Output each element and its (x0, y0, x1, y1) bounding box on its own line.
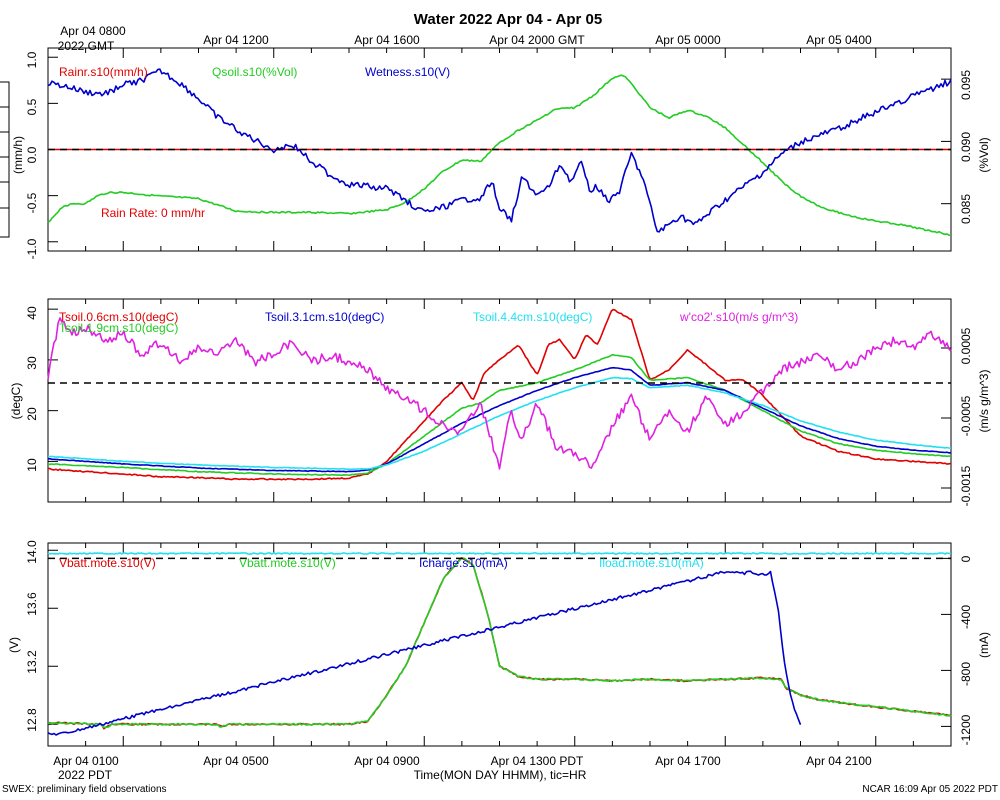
ytick-right-label: -400 (959, 605, 973, 629)
legend-rainr: Rainr.s10(mm/h) (59, 65, 148, 79)
panel-power-lines (47, 552, 952, 736)
ytick-left-label: 13.6 (25, 592, 39, 616)
footer-left: SWEX: preliminary field observations (2, 784, 167, 795)
ytick-left-label: 12.8 (25, 708, 39, 732)
series-line-wetness-s10-v (47, 68, 952, 233)
panel-water-ticks (47, 48, 952, 251)
panel-soil-ticks (47, 299, 952, 502)
gmt-axis-label: 2022 GMT (58, 39, 115, 53)
ytick-left-label: -1.0 (25, 238, 39, 259)
legend-vbatt-green: Vbatt.mote.s10(V) (239, 556, 336, 570)
legend-tsoil-3-1: Tsoil.3.1cm.s10(degC) (265, 310, 384, 324)
panel-power-ylabel-right: (mA) (977, 632, 991, 658)
gmt-tick-label-0: Apr 04 0800 (60, 24, 126, 38)
chart-title: Water 2022 Apr 04 - Apr 05 (414, 11, 602, 28)
ytick-left-label: 40 (25, 306, 39, 320)
gmt-tick-label-2: Apr 04 1600 (354, 33, 420, 47)
panel-water-ylabel-left: (mm/h) (11, 136, 25, 174)
pdt-tick-label-2: Apr 04 0900 (354, 754, 420, 768)
edge-bracket (0, 81, 10, 238)
ytick-left-label: 30 (25, 356, 39, 370)
panel-soil-ylabel-right: (m/s g/m^3) (977, 370, 991, 433)
series-line-icharge-s10-ma (47, 570, 802, 736)
legend-wco2: w'co2'.s10(m/s g/m^3) (679, 310, 798, 324)
ytick-left-label: -0.5 (25, 192, 39, 213)
gmt-tick-label-5: Apr 05 0400 (806, 33, 872, 47)
series-line-tsoil-3-1cm-s10-degc (47, 366, 952, 473)
ytick-right-label: -1200 (959, 714, 973, 745)
series-line-qsoil-s10-vol (47, 74, 952, 237)
ytick-right-label: 0.085 (959, 194, 973, 224)
panel-soil-ylabel-left: (degC) (9, 383, 23, 420)
ytick-right-label: 0.0005 (959, 327, 973, 364)
pdt-tick-label-3: Apr 04 1300 PDT (491, 754, 584, 768)
pdt-tick-label-0: Apr 04 0100 (53, 754, 119, 768)
ytick-left-label: 0.0 (25, 146, 39, 163)
series-line-w-co2-s10-m-s-g-m-3 (47, 317, 952, 470)
pdt-tick-label-4: Apr 04 1700 (655, 754, 721, 768)
ytick-right-label: 0.090 (959, 132, 973, 162)
ytick-left-label: 13.2 (25, 650, 39, 674)
ytick-right-label: -0.0005 (959, 395, 973, 436)
gmt-tick-label-1: Apr 04 1200 (203, 33, 269, 47)
pdt-tick-label-5: Apr 04 2100 (806, 754, 872, 768)
ytick-left-label: 10 (25, 458, 39, 472)
panel-power-ylabel-left: (V) (7, 637, 21, 653)
series-line-vbatt-mote-s10-v (47, 557, 952, 729)
ytick-left-label: 14.0 (25, 540, 39, 564)
pdt-axis-label: 2022 PDT (58, 768, 113, 782)
legend-vbatt-red: Vbatt.mote.s10(V) (59, 556, 156, 570)
legend-icharge: Icharge.s10(mA) (419, 556, 508, 570)
series-line-tsoil-1-9cm-s10-degc (48, 353, 952, 477)
ytick-right-label: 0.095 (959, 70, 973, 100)
pdt-tick-label-1: Apr 04 0500 (203, 754, 269, 768)
ytick-right-label: -0.0015 (959, 465, 973, 506)
panel-soil-lines (47, 308, 952, 481)
panel-water-ylabel-right: (%Vol) (977, 137, 991, 172)
panel-water-lines (47, 68, 952, 237)
ytick-right-label: -800 (959, 662, 973, 686)
legend-wetness: Wetness.s10(V) (365, 65, 450, 79)
ytick-right-label: 0 (959, 555, 973, 562)
footer-right: NCAR 16:09 Apr 05 2022 PDT (862, 784, 998, 795)
panel-soil-temperature: Tsoil.0.6cm.s10(degC) Tsoil.1.9cm.s10(de… (9, 298, 991, 506)
legend-tsoil-1-9: Tsoil.1.9cm.s10(degC) (59, 321, 178, 335)
ytick-left-label: 1.0 (25, 51, 39, 68)
panel-soil-frame (47, 298, 952, 503)
ytick-left-label: 0.5 (25, 98, 39, 115)
legend-tsoil-4-4: Tsoil.4.4cm.s10(degC) (473, 310, 592, 324)
panel-power-ticks (47, 543, 952, 746)
legend-tsoil-0-6: Tsoil.0.6cm.s10(degC) (59, 310, 178, 324)
panel-power: Vbatt.mote.s10(V) Vbatt.mote.s10(V) Icha… (7, 540, 991, 747)
legend-qsoil: Qsoil.s10(%Vol) (212, 65, 297, 79)
gmt-tick-label-3: Apr 04 2000 GMT (489, 33, 585, 47)
panel-water: Rainr.s10(mm/h) Qsoil.s10(%Vol) Wetness.… (11, 47, 991, 259)
gmt-tick-label-4: Apr 05 0000 (655, 33, 721, 47)
legend-iload: Iload.mote.s10(mA) (599, 556, 704, 570)
ytick-left-label: 20 (25, 407, 39, 421)
x-axis-title: Time(MON DAY HHMM), tic=HR (414, 768, 587, 782)
series-line-iload-mote-s10-ma (47, 552, 952, 555)
series-line-tsoil-4-4cm-s10-degc (47, 376, 952, 471)
panel-power-frame (47, 542, 952, 747)
series-line-tsoil-0-6cm-s10-degc (47, 308, 952, 481)
rain-rate-annotation: Rain Rate: 0 mm/hr (101, 206, 205, 220)
